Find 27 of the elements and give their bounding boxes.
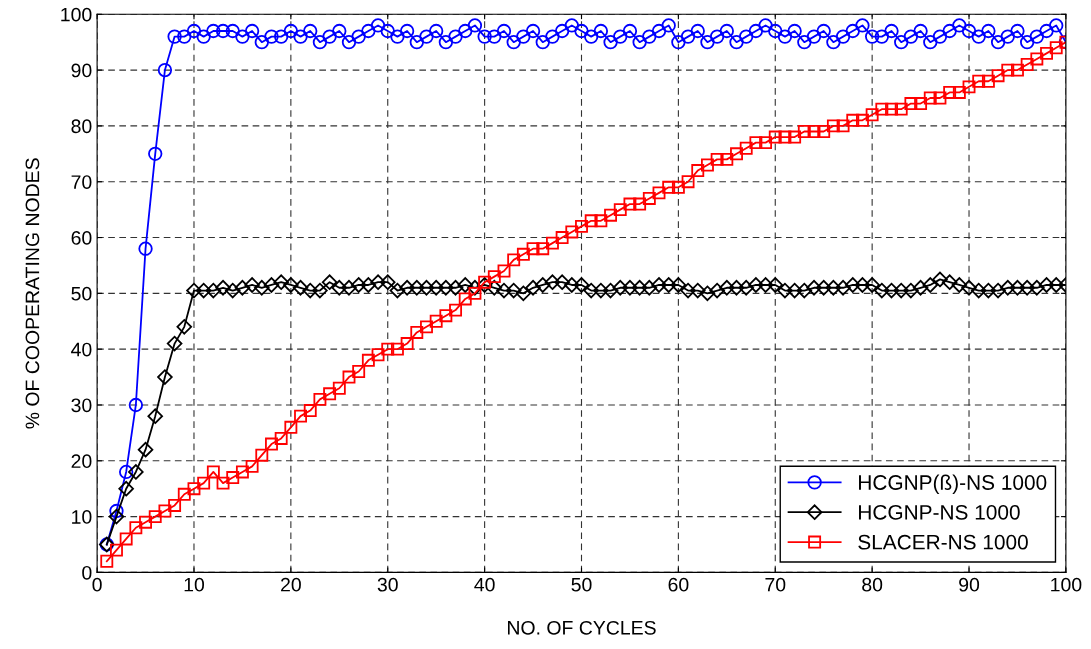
x-tick-label: 50 [571, 577, 592, 592]
y-tick-label: 0 [82, 565, 92, 580]
y-tick-label: 90 [71, 63, 92, 78]
x-tick-label: 10 [184, 577, 205, 592]
legend-label: SLACER-NS 1000 [858, 534, 1028, 550]
x-tick-label: 60 [668, 577, 689, 592]
x-tick-label: 0 [92, 577, 102, 592]
y-tick-label: 100 [61, 7, 92, 22]
y-tick-label: 50 [71, 286, 92, 301]
y-tick-label: 40 [71, 342, 92, 357]
y-axis-title: % OF COOPERATING NODES [25, 158, 40, 429]
x-tick-label: 70 [765, 577, 786, 592]
x-tick-label: 100 [1051, 577, 1082, 592]
y-tick-label: 60 [71, 231, 92, 245]
legend-label: HCGNP-NS 1000 [859, 504, 1020, 520]
x-tick-label: 20 [281, 577, 301, 592]
y-tick-label: 80 [71, 119, 92, 134]
x-tick-label: 90 [959, 577, 980, 592]
y-tick-label: 30 [71, 398, 92, 413]
y-tick-label: 70 [71, 175, 92, 189]
y-tick-label: 10 [72, 510, 92, 524]
x-tick-label: 80 [862, 577, 883, 592]
x-tick-label: 40 [474, 577, 495, 592]
legend-label: HCGNP(ß)-NS 1000 [859, 474, 1047, 494]
x-tick-label: 30 [377, 577, 398, 592]
y-tick-label: 20 [71, 454, 92, 469]
x-axis-title: NO. OF CYCLES [508, 620, 656, 635]
